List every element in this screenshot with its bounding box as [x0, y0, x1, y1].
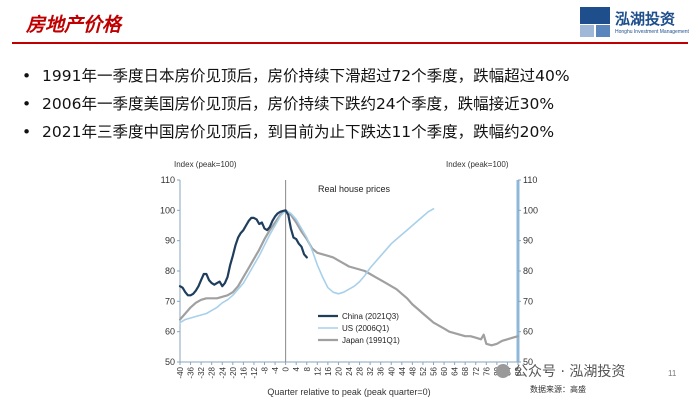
bullet-text: 2021年三季度中国房价见顶后，到目前为止下跌达11个季度，跌幅约20% — [42, 123, 555, 141]
chart-title: Real house prices — [318, 184, 391, 194]
x-tick-label: -20 — [229, 366, 238, 378]
bullet-list: • 1991年一季度日本房价见顶后，房价持续下滑超过72个季度，跌幅超过40% •… — [20, 62, 570, 146]
y-tick-label-left: 110 — [161, 175, 175, 185]
y-tick-label-right: 110 — [523, 175, 537, 185]
x-tick-label: -36 — [187, 366, 196, 378]
y-tick-label-left: 90 — [165, 236, 175, 246]
bullet-item: • 2006年一季度美国房价见顶后，房价持续下跌约24个季度，跌幅接近30% — [20, 90, 570, 118]
x-tick-label: 56 — [430, 366, 439, 375]
x-tick-label: -4 — [271, 366, 280, 374]
chart-svg: Index (peak=100) Index (peak=100) 50 50 60 60… — [160, 160, 538, 397]
x-axis-title: Quarter relative to peak (peak quarter=0… — [267, 387, 430, 397]
series-line-japan — [178, 209, 520, 347]
y-tick-label-right: 80 — [523, 266, 533, 276]
x-tick-label: 72 — [472, 366, 481, 375]
bullet-dot-icon: • — [22, 123, 32, 141]
series-line-us — [179, 208, 435, 324]
x-tick-label: 16 — [324, 366, 333, 375]
x-tick-label: 32 — [366, 366, 375, 375]
x-tick-label: 40 — [387, 366, 396, 375]
slide-title: 房地产价格 — [26, 14, 122, 36]
watermark-text: 公众号 · 泓湖投资 — [514, 364, 626, 380]
series-line-china — [178, 209, 308, 297]
x-tick-label: 48 — [408, 366, 417, 375]
page-number: 11 — [668, 369, 677, 378]
y-axis-title-left: Index (peak=100) — [174, 160, 237, 169]
y-tick-label-left: 80 — [165, 266, 175, 276]
x-tick-label: -40 — [176, 366, 185, 378]
x-tick-label: 20 — [334, 366, 343, 375]
y-tick-label-right: 50 — [523, 357, 533, 367]
logo-name: 泓湖投资 — [615, 10, 676, 28]
title-divider — [12, 42, 688, 44]
y-tick-label-left: 50 — [165, 357, 175, 367]
y-tick-label-left: 100 — [160, 205, 175, 215]
logo-mark-icon — [580, 7, 610, 37]
bullet-text: 1991年一季度日本房价见顶后，房价持续下滑超过72个季度，跌幅超过40% — [42, 67, 570, 85]
bullet-item: • 1991年一季度日本房价见顶后，房价持续下滑超过72个季度，跌幅超过40% — [20, 62, 570, 90]
x-tick-label: -28 — [208, 366, 217, 378]
x-tick-label: 28 — [356, 366, 365, 375]
x-tick-label: 68 — [461, 366, 470, 375]
x-tick-label: 88 — [514, 366, 523, 375]
legend-label: China (2021Q3) — [342, 312, 399, 321]
bullet-dot-icon: • — [22, 67, 32, 85]
x-tick-label: 4 — [292, 366, 301, 371]
house-price-chart: Index (peak=100) Index (peak=100) 50 50 60 60… — [150, 152, 540, 402]
x-tick-label: 8 — [303, 366, 312, 371]
x-tick-label: -16 — [239, 366, 248, 378]
x-tick-label: -32 — [197, 366, 206, 378]
y-tick-label-right: 90 — [523, 236, 533, 246]
bullet-dot-icon: • — [22, 95, 32, 113]
x-tick-label: -8 — [261, 366, 270, 374]
x-tick-label: 0 — [282, 366, 291, 371]
company-logo: 泓湖投资 Honghu Investment Management — [580, 6, 692, 40]
x-tick-label: 44 — [398, 366, 407, 375]
x-tick-label: 52 — [419, 366, 428, 375]
x-tick-label: -24 — [218, 366, 227, 378]
legend-label: US (2006Q1) — [342, 324, 389, 333]
x-tick-label: 12 — [313, 366, 322, 375]
wechat-icon — [496, 364, 510, 378]
bullet-item: • 2021年三季度中国房价见顶后，到目前为止下跌达11个季度，跌幅约20% — [20, 118, 570, 146]
x-tick-label: 24 — [345, 366, 354, 375]
legend-label: Japan (1991Q1) — [342, 336, 400, 345]
y-tick-label-right: 100 — [523, 205, 538, 215]
y-axis-title-right: Index (peak=100) — [446, 160, 509, 169]
y-tick-label-right: 60 — [523, 327, 533, 337]
logo-subtitle: Honghu Investment Management — [615, 29, 689, 35]
y-tick-label-left: 60 — [165, 327, 175, 337]
x-tick-label: -12 — [250, 366, 259, 378]
y-tick-label-right: 70 — [523, 296, 533, 306]
data-source: 数据来源：高盛 — [530, 385, 586, 394]
y-tick-label-left: 70 — [165, 296, 175, 306]
bullet-text: 2006年一季度美国房价见顶后，房价持续下跌约24个季度，跌幅接近30% — [42, 95, 555, 113]
x-tick-label: 76 — [482, 366, 491, 375]
x-tick-label: 36 — [377, 366, 386, 375]
x-tick-label: 60 — [440, 366, 449, 375]
x-tick-label: 64 — [451, 366, 460, 375]
watermark: 公众号 · 泓湖投资 — [496, 361, 625, 381]
